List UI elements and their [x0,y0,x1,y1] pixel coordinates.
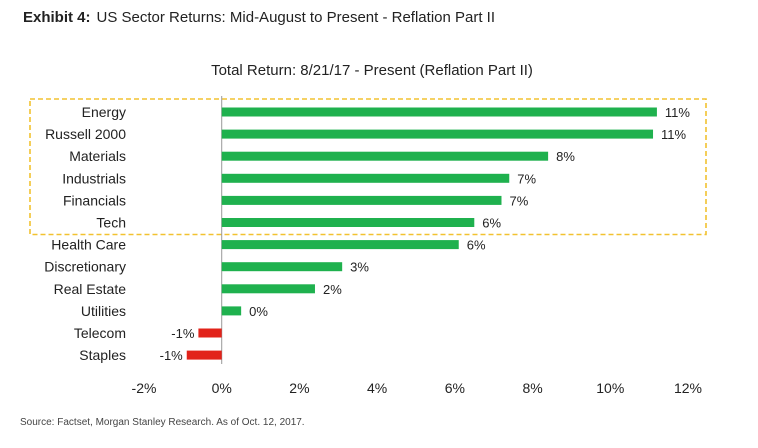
x-tick-label: 4% [367,380,387,396]
bar [221,173,510,183]
exhibit-label: Exhibit 4: [23,9,91,26]
x-tick-label: 0% [212,380,232,396]
x-tick-label: -2% [132,380,157,396]
bar [221,151,549,161]
category-label: Staples [79,347,126,363]
bar [221,306,242,316]
data-label: 6% [482,216,501,231]
data-label: 11% [661,127,686,142]
category-label: Telecom [74,325,126,341]
data-label: 7% [509,193,528,208]
x-tick-label: 8% [522,380,542,396]
bar [221,284,315,294]
data-label: 3% [350,260,369,275]
category-label: Industrials [62,170,126,186]
bar [221,195,502,205]
x-tick-label: 2% [289,380,309,396]
data-label: 6% [467,238,486,253]
category-label: Energy [82,104,126,120]
x-tick-label: 12% [674,380,702,396]
data-label: 11% [665,105,690,120]
bar [198,328,222,338]
bar [221,218,475,227]
category-label: Discretionary [44,259,126,275]
x-tick-label: 10% [596,380,624,396]
exhibit-heading: Exhibit 4: US Sector Returns: Mid-August … [23,9,495,26]
category-label: Financials [63,192,126,208]
bar [221,262,343,272]
x-tick-label: 6% [445,380,465,396]
data-label: 8% [556,149,575,164]
data-label: -1% [171,326,195,341]
category-label: Real Estate [54,281,127,297]
source-note: Source: Factset, Morgan Stanley Research… [20,417,305,428]
bar [186,350,222,360]
category-label: Tech [96,215,126,231]
data-label: 7% [517,171,536,186]
category-label: Materials [69,148,126,164]
data-label: 0% [249,304,268,319]
exhibit-title: US Sector Returns: Mid-August to Present… [96,9,496,26]
data-label: -1% [160,348,184,363]
category-label: Health Care [51,237,126,253]
data-label: 2% [323,282,342,297]
bar [221,107,657,117]
bar [221,240,459,250]
category-label: Utilities [81,303,126,319]
highlight-box [29,98,707,236]
bar [221,129,654,139]
category-label: Russell 2000 [45,126,126,142]
chart-title: Total Return: 8/21/17 - Present (Reflati… [211,62,533,79]
